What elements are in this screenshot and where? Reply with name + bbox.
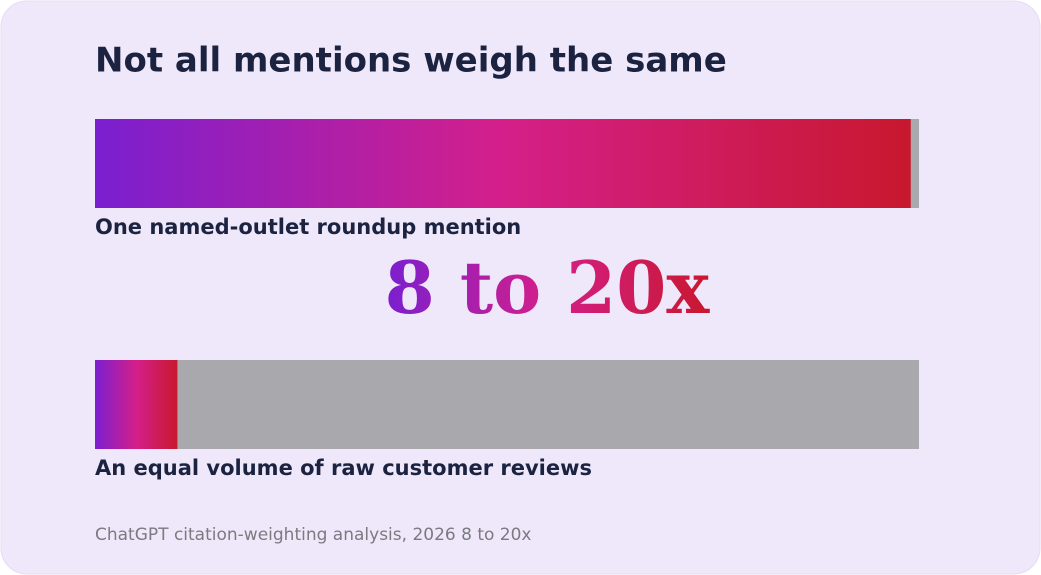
chart-title: Not all mentions weigh the same: [95, 41, 727, 81]
bar-track: [95, 360, 919, 449]
source-note: ChatGPT citation-weighting analysis, 202…: [95, 525, 532, 545]
bar-label: One named-outlet roundup mention: [95, 215, 521, 239]
bar-label: An equal volume of raw customer reviews: [95, 456, 592, 480]
bar: [95, 360, 178, 449]
bar: [95, 119, 911, 208]
headline: 8 to 20x: [385, 245, 711, 330]
